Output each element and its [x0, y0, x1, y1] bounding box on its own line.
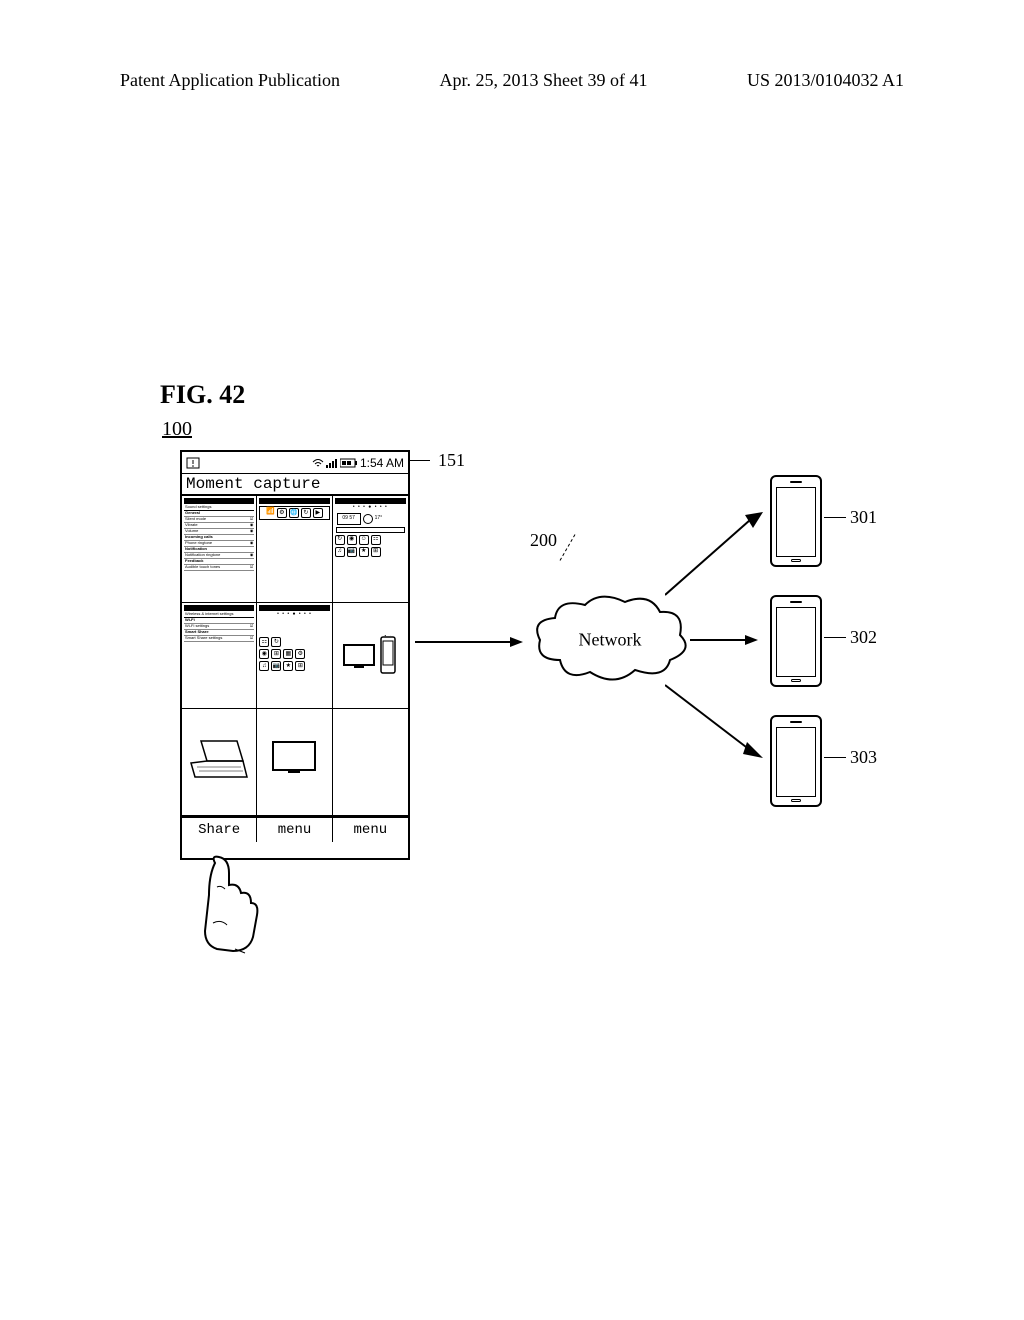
signal-icon	[326, 458, 338, 468]
title-bar: Moment capture	[182, 474, 408, 496]
gear-icon: ⚙	[277, 508, 287, 518]
arrow-to-network	[415, 632, 525, 652]
page-header: Patent Application Publication Apr. 25, …	[120, 70, 904, 91]
network-cloud: Network	[530, 590, 690, 690]
label-302: 302	[850, 627, 877, 648]
tab-menu-2[interactable]: menu	[333, 818, 408, 842]
label-301: 301	[850, 507, 877, 528]
leader-303	[824, 757, 846, 758]
target-phone-303	[770, 715, 822, 807]
clock-widget: 09 57	[337, 513, 361, 525]
finger-cursor	[195, 855, 265, 955]
tab-share[interactable]: Share	[182, 818, 257, 842]
network-label: Network	[579, 630, 642, 651]
target-phone-302	[770, 595, 822, 687]
thumbnail-devices[interactable]	[333, 603, 408, 710]
leader-302	[824, 637, 846, 638]
play-icon: ▶	[313, 508, 323, 518]
thumbnail-laptop[interactable]	[182, 709, 257, 816]
thumbnail-home2[interactable]: • • • ● • • • ⚏↻ ◉⊞▦⚙ ♫📷★⊞	[257, 603, 332, 710]
label-151: 151	[438, 450, 465, 471]
bottom-tabs: Share menu menu	[182, 816, 408, 842]
thumbnail-tv[interactable]	[257, 709, 332, 816]
leader-151	[410, 460, 430, 461]
refresh-icon: ↻	[301, 508, 311, 518]
thumbnail-empty	[333, 709, 408, 816]
thumbnail-sound-settings[interactable]: Sound settings General Silent mode☑ Vibr…	[182, 496, 257, 603]
thumbnail-wireless[interactable]: Wireless & internet settings Wi-Fi Wi-Fi…	[182, 603, 257, 710]
battery-icon	[340, 458, 358, 468]
header-right: US 2013/0104032 A1	[747, 70, 904, 91]
status-right: 1:54 AM	[312, 456, 404, 470]
screenshot-grid: Sound settings General Silent mode☑ Vibr…	[182, 496, 408, 816]
header-center: Apr. 25, 2013 Sheet 39 of 41	[439, 70, 647, 91]
status-time: 1:54 AM	[360, 456, 404, 470]
tv-icon	[272, 741, 316, 771]
arrow-to-303	[665, 680, 765, 760]
label-303: 303	[850, 747, 877, 768]
sun-icon	[363, 514, 373, 524]
app-title: Moment capture	[186, 475, 320, 493]
laptop-icon	[189, 737, 249, 785]
status-left	[186, 457, 200, 469]
wifi-icon	[312, 458, 324, 468]
tab-menu-1[interactable]: menu	[257, 818, 332, 842]
ref-100: 100	[162, 418, 192, 441]
arrow-to-302	[690, 630, 760, 650]
figure-label: FIG. 42	[160, 380, 245, 410]
target-phone-301	[770, 475, 822, 567]
notification-icon	[186, 457, 200, 469]
phone-icon	[379, 635, 397, 675]
leader-200	[560, 534, 576, 560]
leader-301	[824, 517, 846, 518]
label-200: 200	[530, 530, 557, 551]
arrow-to-301	[665, 510, 765, 600]
header-left: Patent Application Publication	[120, 70, 340, 91]
globe-icon: 🌐	[289, 508, 299, 518]
phone-device: 1:54 AM Moment capture Sound settings Ge…	[180, 450, 410, 860]
thumbnail-home[interactable]: • • • ● • • • 09 57 17° ↻◉☺⚏ ♫📷★⊞	[333, 496, 408, 603]
status-bar: 1:54 AM	[182, 452, 408, 474]
thumbnail-browser[interactable]: 📶 ⚙ 🌐 ↻ ▶	[257, 496, 332, 603]
